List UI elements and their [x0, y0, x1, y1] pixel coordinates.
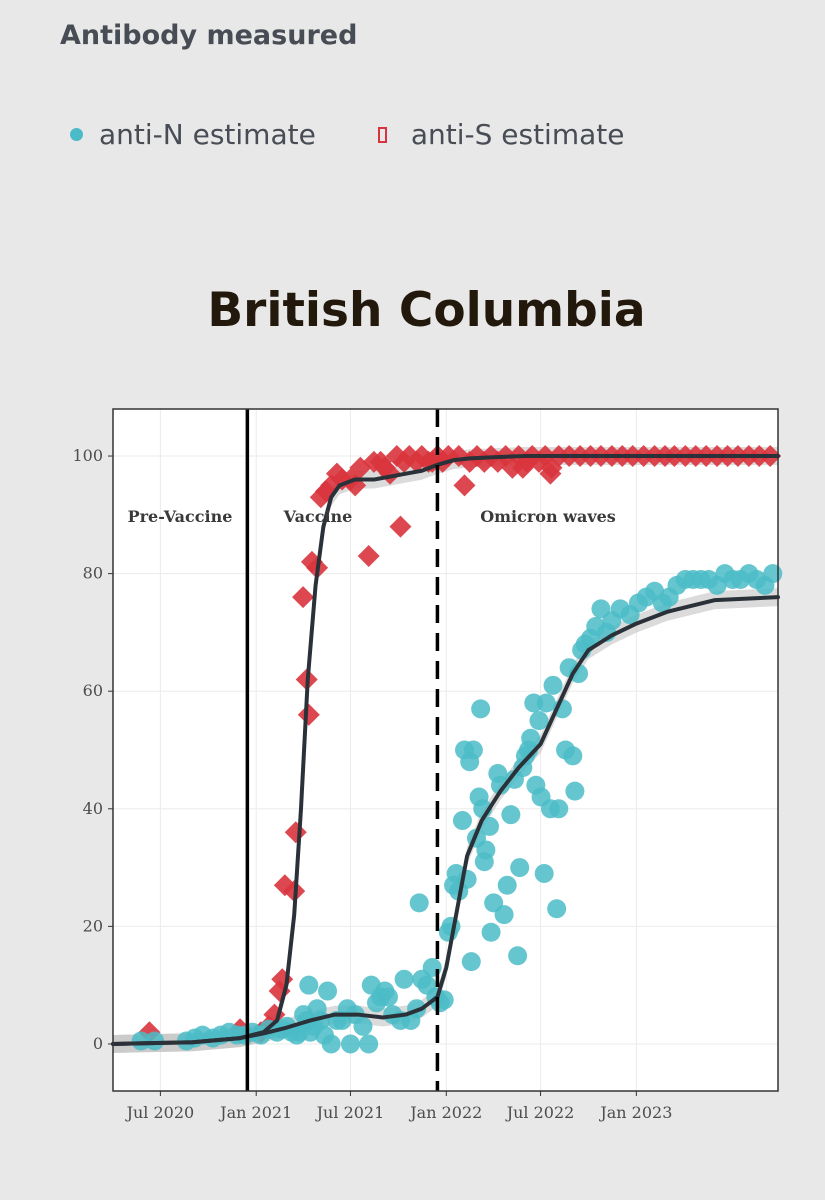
circle-marker-icon	[70, 128, 83, 141]
phase-label-vaccine: Vaccine	[283, 507, 353, 526]
anti-n-point	[508, 946, 527, 965]
anti-n-point	[318, 982, 337, 1001]
square-marker-icon	[378, 127, 387, 143]
anti-n-point	[299, 976, 318, 995]
y-tick-label: 80	[83, 564, 103, 583]
y-axis: 0 20 40 60 80 100	[72, 446, 113, 1053]
anti-n-point	[395, 970, 414, 989]
legend: anti-N estimate anti-S estimate	[70, 118, 686, 151]
anti-n-point	[549, 799, 568, 818]
anti-n-point	[495, 905, 514, 924]
scatter-chart: Pre-Vaccine Vaccine Omicron waves 0 20 40 6…	[0, 390, 825, 1140]
anti-n-point	[501, 805, 520, 824]
phase-label-pre-vaccine: Pre-Vaccine	[128, 507, 233, 526]
x-tick-label: Jul 2020	[125, 1103, 195, 1122]
x-tick-label: Jul 2021	[315, 1103, 385, 1122]
anti-n-point	[464, 741, 483, 760]
anti-n-point	[471, 699, 490, 718]
legend-label-anti-s: anti-S estimate	[411, 118, 625, 151]
anti-n-point	[529, 711, 548, 730]
anti-n-point	[498, 876, 517, 895]
anti-n-point	[379, 987, 398, 1006]
anti-n-point	[510, 858, 529, 877]
anti-n-point	[353, 1017, 372, 1036]
anti-n-point	[544, 676, 563, 695]
y-tick-label: 40	[83, 799, 103, 818]
anti-n-point	[565, 782, 584, 801]
anti-n-point	[563, 746, 582, 765]
anti-n-point	[341, 1034, 360, 1053]
x-tick-label: Jan 2021	[218, 1103, 292, 1122]
anti-n-point	[462, 952, 481, 971]
phase-label-omicron: Omicron waves	[480, 507, 616, 526]
legend-item-anti-n[interactable]: anti-N estimate	[70, 118, 316, 151]
legend-item-anti-s[interactable]: anti-S estimate	[378, 118, 625, 151]
y-tick-label: 0	[93, 1034, 103, 1053]
anti-n-point	[482, 923, 501, 942]
anti-n-point	[359, 1034, 378, 1053]
anti-n-point	[535, 864, 554, 883]
x-tick-label: Jul 2022	[505, 1103, 575, 1122]
x-tick-label: Jan 2023	[598, 1103, 672, 1122]
y-tick-label: 20	[83, 916, 103, 935]
section-title: Antibody measured	[60, 20, 357, 51]
legend-label-anti-n: anti-N estimate	[99, 118, 316, 151]
anti-n-point	[547, 899, 566, 918]
y-tick-label: 100	[72, 446, 103, 465]
chart-title: British Columbia	[0, 283, 825, 338]
anti-n-point	[322, 1034, 341, 1053]
x-tick-label: Jan 2022	[408, 1103, 482, 1122]
anti-n-point	[763, 564, 782, 583]
anti-n-point	[537, 693, 556, 712]
anti-n-point	[410, 893, 429, 912]
x-axis: Jul 2020 Jan 2021 Jul 2021 Jan 2022 Jul 2022…	[125, 1091, 673, 1122]
anti-n-point	[476, 840, 495, 859]
y-tick-label: 60	[83, 681, 103, 700]
anti-n-point	[453, 811, 472, 830]
